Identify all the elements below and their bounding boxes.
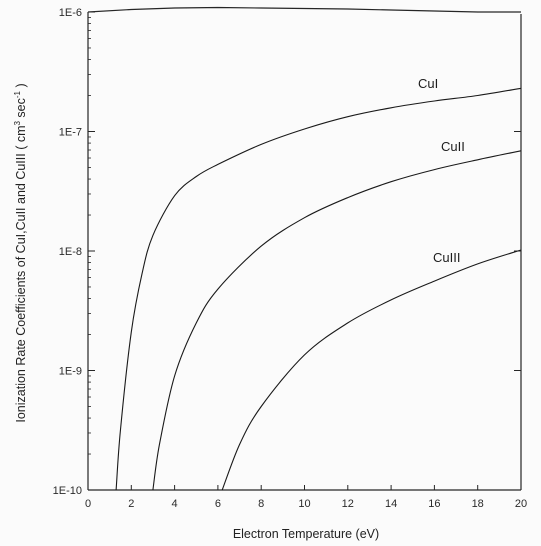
y-axis-title-main: Ionization Rate Coefficients of CuI,CuII… [14, 126, 28, 423]
y-tick-label: 1E-7 [59, 127, 82, 139]
y-axis-title-close: ) [14, 83, 28, 91]
x-axis-title: Electron Temperature (eV) [233, 527, 379, 541]
series-label-cuiii: CuIII [433, 250, 460, 265]
y-axis-title-exp1: 3 [13, 121, 22, 126]
x-tick-label: 2 [128, 498, 134, 510]
x-tick-label: 14 [385, 498, 397, 510]
x-tick-label: 8 [258, 498, 264, 510]
y-tick-label: 1E-8 [59, 246, 82, 258]
series-line-cui [115, 87, 522, 491]
x-tick-label: 18 [472, 498, 484, 510]
y-tick-label: 1E-9 [59, 366, 82, 378]
y-tick-label: 1E-6 [59, 7, 82, 19]
x-tick-label: 20 [515, 498, 527, 510]
series-group [115, 87, 522, 491]
series-label-cui: CuI [418, 76, 438, 91]
y-axis-title: Ionization Rate Coefficients of CuI,CuII… [13, 83, 28, 422]
series-label-cuii: CuII [441, 139, 465, 154]
x-tick-label: 12 [342, 498, 354, 510]
ticks-group: 0 2 4 6 8 10 12 14 16 18 20 1E-10 1E-9 1E-8 1E-7 1E-6 [53, 7, 527, 510]
x-tick-label: 6 [215, 498, 221, 510]
x-tick-label: 16 [428, 498, 440, 510]
y-axis-title-unit: sec [14, 98, 28, 121]
y-tick-label: 1E-10 [53, 485, 82, 497]
x-tick-label: 0 [85, 498, 91, 510]
series-labels-group: CuI CuII CuIII [418, 76, 465, 265]
y-axis-title-exp2: -1 [13, 90, 22, 98]
top-border-line [87, 6, 521, 13]
series-line-cuii [152, 150, 522, 491]
series-line-cuiii [221, 249, 522, 491]
x-tick-label: 10 [298, 498, 310, 510]
x-tick-label: 4 [172, 498, 178, 510]
